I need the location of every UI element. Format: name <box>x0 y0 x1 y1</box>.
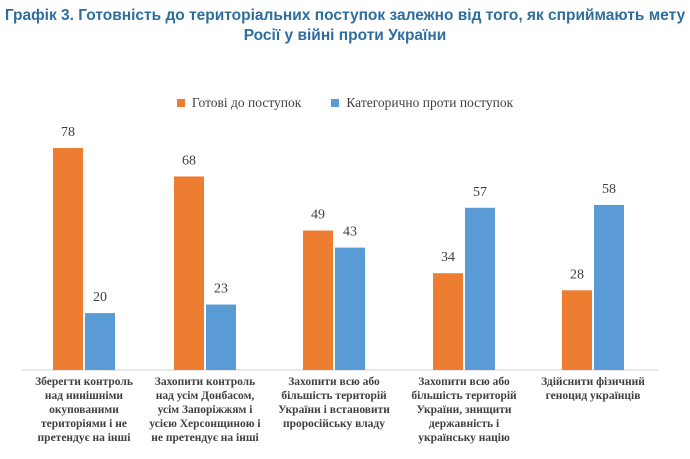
legend-label-against: Категорично проти поступок <box>346 95 514 110</box>
data-label-ready-1: 78 <box>61 125 75 140</box>
chart-title: Графік 3. Готовність до територіальних п… <box>0 6 690 46</box>
category-label-line: України, знищити <box>417 404 512 416</box>
category-label-4: Захопити всю або більшість територій Украї… <box>411 376 517 444</box>
legend-label-ready: Готові до поступок <box>191 95 302 110</box>
category-label-line: не претендує на інші <box>151 432 259 444</box>
legend-swatch-against <box>331 99 340 107</box>
title-line-1: Графік 3. Готовність до територіальних п… <box>4 7 686 24</box>
category-label-line: усією Херсонщиною і <box>149 418 261 430</box>
bar-ready-2 <box>174 176 204 370</box>
category-label-line: України і встановити <box>278 404 390 416</box>
category-label-line: геноцид українців <box>546 390 641 402</box>
category-label-line: більшість територій <box>411 390 517 402</box>
bar-against-3 <box>335 247 365 370</box>
data-label-against-5: 58 <box>602 182 616 197</box>
legend: Готові до поступок Категорично проти пос… <box>0 95 690 111</box>
category-label-line: над усім Донбасом, <box>156 390 255 402</box>
bar-against-4 <box>465 207 495 370</box>
data-label-ready-3: 49 <box>311 208 325 223</box>
category-label-5: Здійснити фізичний геноцид українців <box>541 376 645 402</box>
bar-ready-1 <box>53 148 83 370</box>
bar-against-2 <box>206 304 236 370</box>
title-line-2: Росії у війні проти України <box>243 27 447 44</box>
bar-against-1 <box>85 313 115 370</box>
bar-ready-5 <box>562 290 592 370</box>
category-label-1: Зберегти контроль над нинішніми окупованим… <box>35 376 133 444</box>
category-label-line: над нинішніми <box>45 390 124 402</box>
category-label-line: окупованими <box>49 404 119 416</box>
category-label-line: Зберегти контроль <box>35 376 133 388</box>
bar-ready-4 <box>433 273 463 370</box>
category-label-line: державність і <box>429 418 500 430</box>
data-label-against-2: 23 <box>214 282 228 297</box>
data-label-against-1: 20 <box>93 290 107 305</box>
bar-ready-3 <box>303 230 333 370</box>
category-label-line: Захопити всю або <box>418 376 510 388</box>
category-label-line: проросійську владу <box>283 418 385 430</box>
category-label-2: Захопити контроль над усім Донбасом, усім … <box>149 376 261 444</box>
category-label-line: українську націю <box>418 432 510 444</box>
category-label-line: Здійснити фізичний <box>541 376 645 388</box>
category-label-line: усім Запоріжжям і <box>158 404 254 416</box>
data-label-ready-2: 68 <box>182 153 196 168</box>
bar-against-5 <box>594 204 624 370</box>
data-label-against-3: 43 <box>343 225 357 240</box>
legend-swatch-ready <box>176 99 185 107</box>
category-label-line: територіями і не <box>41 418 127 430</box>
legend-item-ready: Готові до поступок <box>176 95 302 111</box>
data-label-ready-4: 34 <box>441 250 455 265</box>
category-label-line: більшість територій <box>281 390 387 402</box>
category-label-line: претендує на інші <box>38 432 132 444</box>
category-label-3: Захопити всю або більшість територій Украї… <box>278 376 390 430</box>
data-label-ready-5: 28 <box>570 267 584 282</box>
data-label-against-4: 57 <box>473 185 487 200</box>
legend-item-against: Категорично проти поступок <box>331 95 513 111</box>
category-label-line: Захопити контроль <box>155 376 255 388</box>
category-label-line: Захопити всю або <box>288 376 380 388</box>
